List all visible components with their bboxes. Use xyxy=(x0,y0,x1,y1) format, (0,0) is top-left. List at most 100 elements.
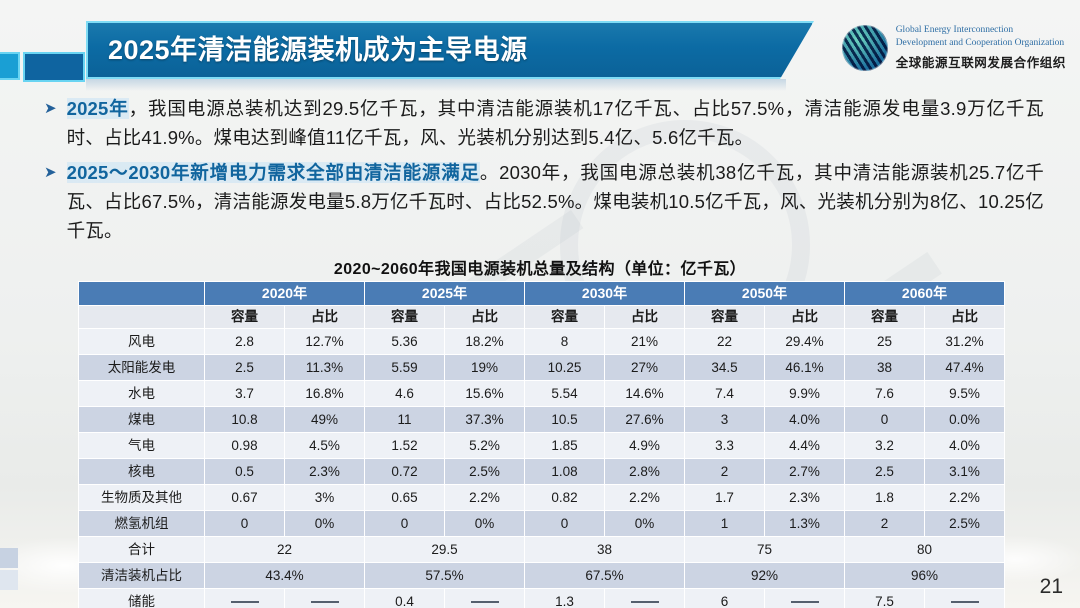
page-number: 21 xyxy=(1039,575,1063,598)
table-cell: 2.7% xyxy=(764,458,845,485)
table-cell: 29.4% xyxy=(764,328,845,355)
table-cell: 0 xyxy=(204,510,285,537)
table-cell: 10.25 xyxy=(524,354,605,381)
dash-mark xyxy=(230,601,259,604)
table-cell: 22 xyxy=(204,536,365,563)
table-cell: 7.6 xyxy=(844,380,925,407)
table-cell: 47.4% xyxy=(924,354,1005,381)
decor-chip-upper xyxy=(0,548,18,568)
table-cell: 0% xyxy=(284,510,365,537)
table-cell: 4.0% xyxy=(924,432,1005,459)
bullet-text: 2025年，我国电源总装机达到29.5亿千瓦，其中清洁能源装机17亿千瓦、占比5… xyxy=(66,94,1044,152)
header-corner-2 xyxy=(78,305,205,329)
table-cell: 3 xyxy=(684,406,765,433)
table-cell: 11.3% xyxy=(284,354,365,381)
page-title: 2025年清洁能源装机成为主导电源 xyxy=(108,35,528,65)
decor-block-dark xyxy=(23,52,85,82)
table-header-years: 2020年 2025年 2030年 2050年 2060年 xyxy=(78,281,1005,306)
table-body: 风电 2.8 12.7% 5.36 18.2% 8 21% 22 29.4% 25 31.2% 太阳能… xyxy=(78,328,1005,608)
decor-chip-lower xyxy=(0,570,18,590)
capacity-structure-table: 2020年 2025年 2030年 2050年 2060年 容量 占比 容量 占… xyxy=(78,281,1005,608)
table-row: 核电 0.5 2.3% 0.72 2.5% 1.08 2.8% 2 2.7% 2.5 3.1% xyxy=(78,458,1005,485)
table-cell: 3.3 xyxy=(684,432,765,459)
table-cell: 37.3% xyxy=(444,406,525,433)
table-cell: 10.8 xyxy=(204,406,285,433)
header-share-2050: 占比 xyxy=(764,305,845,329)
table-cell: 9.9% xyxy=(764,380,845,407)
table-cell: 2 xyxy=(684,458,765,485)
table-cell: 7.5 xyxy=(844,588,925,608)
table-cell: 38 xyxy=(844,354,925,381)
table-cell: 0.65 xyxy=(364,484,445,511)
table-cell: 75 xyxy=(684,536,845,563)
table-cell: 4.0% xyxy=(764,406,845,433)
header-year-2020: 2020年 xyxy=(204,281,365,306)
table-cell: 4.4% xyxy=(764,432,845,459)
logo-english-line-1: Global Energy Interconnection xyxy=(895,25,1014,35)
header-corner xyxy=(78,281,205,306)
title-bar xyxy=(86,21,814,79)
table-cell: 22 xyxy=(684,328,765,355)
table-cell: 67.5% xyxy=(524,562,685,589)
table-cell: 1.3 xyxy=(524,588,605,608)
header-capacity-2060: 容量 xyxy=(844,305,925,329)
row-label: 风电 xyxy=(78,328,205,355)
table-cell: 5.59 xyxy=(364,354,445,381)
title-underglow xyxy=(86,79,786,91)
dash-mark xyxy=(790,601,819,604)
table-cell xyxy=(604,588,685,608)
table-row: 水电 3.7 16.8% 4.6 15.6% 5.54 14.6% 7.4 9.9% 7.6 9.5… xyxy=(78,380,1005,407)
table-cell: 0.4 xyxy=(364,588,445,608)
table-cell: 2 xyxy=(844,510,925,537)
header-year-2060: 2060年 xyxy=(844,281,1005,306)
table-cell: 1.52 xyxy=(364,432,445,459)
table-cell: 38 xyxy=(524,536,685,563)
table: 2020年 2025年 2030年 2050年 2060年 容量 占比 容量 占… xyxy=(78,281,1005,608)
dash-mark xyxy=(950,601,979,604)
table-cell xyxy=(444,588,525,608)
table-cell xyxy=(204,588,285,608)
table-cell: 0 xyxy=(844,406,925,433)
table-cell: 2.5 xyxy=(204,354,285,381)
table-cell: 12.7% xyxy=(284,328,365,355)
table-cell: 2.2% xyxy=(444,484,525,511)
table-summary-row: 合计 22 29.5 38 75 80 xyxy=(78,536,1005,563)
table-row: 太阳能发电 2.5 11.3% 5.59 19% 10.25 27% 34.5 46.1% 38 4… xyxy=(78,354,1005,381)
dash-mark xyxy=(310,601,339,604)
table-cell: 0% xyxy=(604,510,685,537)
table-cell: 80 xyxy=(844,536,1005,563)
table-summary-row: 清洁装机占比 43.4% 57.5% 67.5% 92% 96% xyxy=(78,562,1005,589)
table-cell: 2.2% xyxy=(604,484,685,511)
bullet-lead: 2025年 xyxy=(66,98,129,119)
row-label: 气电 xyxy=(78,432,205,459)
table-cell: 7.4 xyxy=(684,380,765,407)
row-label: 储能 xyxy=(78,588,205,608)
bullet-text: 2025～2030年新增电力需求全部由清洁能源满足。2030年，我国电源总装机3… xyxy=(66,158,1045,245)
header-capacity-2030: 容量 xyxy=(524,305,605,329)
table-cell: 1 xyxy=(684,510,765,537)
list-item: ➤ 2025年，我国电源总装机达到29.5亿千瓦，其中清洁能源装机17亿千瓦、占… xyxy=(44,94,1044,152)
table-cell: 15.6% xyxy=(444,380,525,407)
table-summary-row: 储能 0.4 1.3 6 7.5 xyxy=(78,588,1005,608)
row-label: 水电 xyxy=(78,380,205,407)
table-cell: 16.8% xyxy=(284,380,365,407)
table-cell: 2.8 xyxy=(204,328,285,355)
table-cell: 4.6 xyxy=(364,380,445,407)
table-cell: 2.3% xyxy=(284,458,365,485)
dash-mark xyxy=(630,601,659,604)
globe-icon xyxy=(841,24,888,71)
table-cell xyxy=(764,588,845,608)
row-label: 清洁装机占比 xyxy=(78,562,205,589)
bullet-rest: 。2030年，我国电源总装机38亿千瓦，其中清洁能源装机25.7亿千瓦、占比67… xyxy=(66,162,1045,241)
row-label: 太阳能发电 xyxy=(78,354,205,381)
table-cell: 43.4% xyxy=(204,562,365,589)
table-cell: 3% xyxy=(284,484,365,511)
header-share-2060: 占比 xyxy=(924,305,1005,329)
table-head: 2020年 2025年 2030年 2050年 2060年 容量 占比 容量 占… xyxy=(78,281,1005,329)
table-cell: 27% xyxy=(604,354,685,381)
table-cell: 4.5% xyxy=(284,432,365,459)
table-cell: 14.6% xyxy=(604,380,685,407)
table-cell: 0% xyxy=(444,510,525,537)
bullet-lead: 2025～2030年新增电力需求全部由清洁能源满足 xyxy=(66,162,480,183)
